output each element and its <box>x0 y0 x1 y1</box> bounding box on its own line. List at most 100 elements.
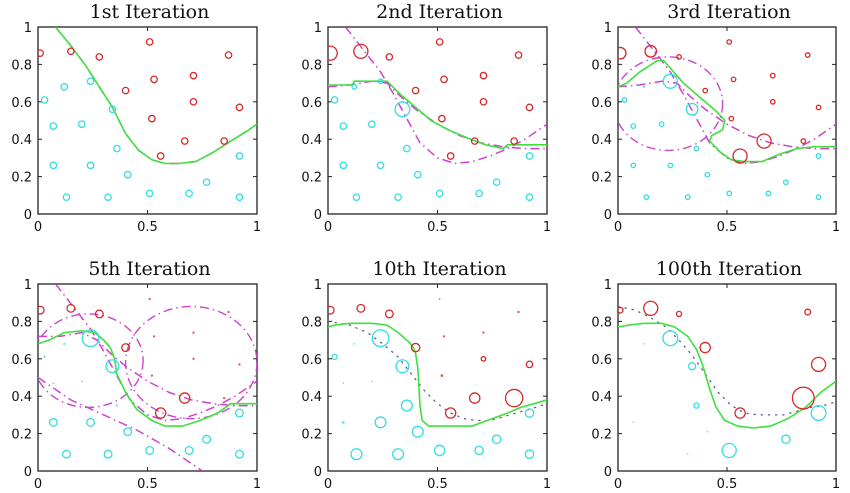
negative-sample-point <box>52 382 55 385</box>
positive-sample-point <box>156 152 165 160</box>
positive-sample-point <box>67 47 75 56</box>
positive-sample-point <box>791 386 815 410</box>
positive-sample-point <box>618 46 627 60</box>
negative-sample-point <box>330 96 339 104</box>
positive-sample-point <box>676 54 682 60</box>
ensemble-boundary <box>328 80 547 150</box>
negative-sample-point <box>433 444 446 457</box>
y-tick-label: 1 <box>24 21 32 36</box>
positive-sample-point <box>769 72 776 79</box>
negative-sample-point <box>524 449 535 459</box>
negative-sample-point <box>108 105 117 114</box>
panel-5: 10th Iteration 0 0.2 0.4 0.6 0.8 1 0 0.5 1 <box>301 258 551 492</box>
positive-sample-point <box>810 356 827 373</box>
ensemble-boundary <box>38 329 257 427</box>
negative-sample-point <box>400 399 413 412</box>
positive-sample-point <box>815 104 822 111</box>
positive-sample-point <box>732 148 748 164</box>
panel-2: 2nd Iteration 0 0.2 0.4 0.6 0.8 1 0 0.5 1 <box>301 1 551 235</box>
y-tick-label: 0 <box>604 465 612 480</box>
axes-frame <box>617 283 837 472</box>
panel-title: 10th Iteration <box>372 258 506 280</box>
negative-sample-point <box>331 353 338 361</box>
x-tick-label: 0 <box>324 477 332 492</box>
negative-sample-point <box>686 453 689 455</box>
x-tick-label: 0 <box>614 220 622 235</box>
positive-sample-point <box>385 53 394 61</box>
negative-sample-point <box>234 449 244 459</box>
negative-sample-point <box>643 194 650 201</box>
x-tick-label: 1 <box>253 220 261 235</box>
x-tick-label: 0.5 <box>137 220 158 235</box>
x-tick-label: 0.5 <box>717 477 738 492</box>
panel-title: 1st Iteration <box>90 1 210 23</box>
y-tick-label: 1 <box>604 21 612 36</box>
positive-sample-point <box>94 309 104 319</box>
x-tick-label: 1 <box>832 220 840 235</box>
negative-sample-point <box>667 162 674 169</box>
positive-sample-point <box>470 137 479 145</box>
negative-sample-point <box>525 152 534 160</box>
positive-sample-point <box>148 114 156 123</box>
x-tick-label: 0 <box>324 220 332 235</box>
positive-sample-point <box>699 341 711 354</box>
negative-sample-point <box>371 380 373 383</box>
negative-sample-point <box>60 82 69 91</box>
panel-4: 5th Iteration 0 0.2 0.4 0.6 0.8 1 0 0.5 1 <box>11 258 261 492</box>
positive-sample-point <box>411 86 420 95</box>
panel-title: 5th Iteration <box>88 258 210 280</box>
negative-sample-point <box>145 445 155 455</box>
negative-sample-point <box>81 329 100 348</box>
positive-sample-point <box>446 152 455 160</box>
negative-sample-point <box>235 152 244 160</box>
positive-sample-point <box>227 310 230 314</box>
negative-sample-point <box>395 359 410 374</box>
negative-sample-point <box>704 171 711 178</box>
positive-sample-point <box>328 305 335 315</box>
negative-sample-point <box>475 189 483 198</box>
positive-sample-point <box>804 52 811 58</box>
y-tick-label: 0.6 <box>301 353 322 368</box>
negative-sample-point <box>687 362 697 371</box>
positive-sample-point <box>189 97 198 106</box>
positive-sample-point <box>756 133 772 149</box>
y-tick-label: 0.8 <box>301 315 322 330</box>
positive-sample-point <box>440 75 448 84</box>
negative-sample-point <box>49 122 58 130</box>
negative-sample-point <box>726 190 733 197</box>
negative-sample-point <box>104 193 112 202</box>
x-tick-label: 0 <box>34 477 42 492</box>
negative-sample-point <box>339 161 348 170</box>
positive-sample-point <box>734 407 746 419</box>
x-tick-label: 1 <box>832 477 840 492</box>
negative-sample-point <box>77 120 86 129</box>
negative-sample-point <box>49 161 58 170</box>
negative-sample-point <box>721 442 737 459</box>
y-tick-label: 0 <box>24 208 32 223</box>
positive-sample-point <box>353 43 369 60</box>
positive-sample-point <box>150 75 158 84</box>
positive-sample-point <box>384 309 394 319</box>
plot-area <box>38 284 257 471</box>
positive-sample-point <box>121 343 131 353</box>
negative-sample-point <box>643 343 645 345</box>
panel-title: 2nd Iteration <box>376 1 503 23</box>
y-tick-label: 0.8 <box>301 58 322 73</box>
ensemble-boundary <box>618 322 836 429</box>
positive-sample-point <box>178 392 191 404</box>
panel-title: 3rd Iteration <box>667 1 791 23</box>
negative-sample-point <box>353 342 356 345</box>
positive-sample-point <box>328 45 338 61</box>
negative-sample-point <box>105 359 120 374</box>
negative-sample-point <box>781 434 791 445</box>
negative-sample-point <box>234 408 244 418</box>
y-tick-label: 0 <box>314 465 322 480</box>
negative-sample-point <box>782 179 789 186</box>
x-tick-label: 0.5 <box>137 477 158 492</box>
positive-sample-point <box>479 97 488 106</box>
axes-frame <box>617 26 837 215</box>
negative-sample-point <box>394 193 402 202</box>
positive-sample-point <box>730 76 737 83</box>
negative-sample-point <box>632 421 635 424</box>
